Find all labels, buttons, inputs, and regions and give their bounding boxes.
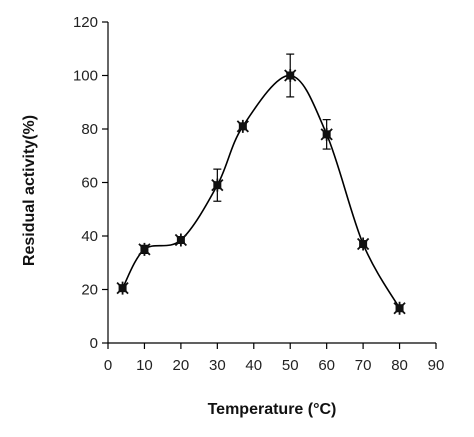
data-point xyxy=(320,127,333,141)
y-tick-label: 40 xyxy=(81,228,98,245)
data-point xyxy=(356,237,370,251)
x-tick-label: 60 xyxy=(318,357,335,374)
x-tick-label: 80 xyxy=(391,357,408,374)
data-point xyxy=(211,178,224,192)
data-point-star xyxy=(211,178,224,192)
y-axis-title: Residual activity(%) xyxy=(21,115,38,266)
y-tick-label: 60 xyxy=(81,175,98,192)
data-point-star xyxy=(174,233,188,247)
data-point-star xyxy=(284,69,297,82)
data-point-star xyxy=(356,237,370,251)
data-point-star xyxy=(320,127,333,141)
data-point xyxy=(174,233,188,247)
curve-layer xyxy=(121,74,401,309)
plot-area xyxy=(116,53,406,315)
y-tick-label: 20 xyxy=(81,282,98,299)
data-point-star xyxy=(116,281,129,295)
data-point xyxy=(393,301,406,315)
marker-layer xyxy=(116,69,406,315)
x-tick-label: 50 xyxy=(282,357,299,374)
y-tick-label: 100 xyxy=(73,68,98,85)
y-tick-label: 0 xyxy=(90,335,98,352)
x-tick-label: 0 xyxy=(104,357,112,374)
x-axis-ticks: 0 10 20 30 40 50 60 70 80 90 xyxy=(104,343,445,374)
data-point xyxy=(138,242,151,256)
x-tick-label: 30 xyxy=(209,357,226,374)
data-point-star xyxy=(236,119,249,133)
data-point-star xyxy=(393,301,406,315)
data-point xyxy=(116,281,129,295)
y-axis-ticks: 0 20 40 60 80 100 120 xyxy=(73,14,108,352)
x-tick-label: 10 xyxy=(136,357,153,374)
data-point xyxy=(236,119,249,133)
data-point xyxy=(284,69,297,82)
data-point-star xyxy=(138,242,151,256)
y-tick-label: 80 xyxy=(81,121,98,138)
x-axis-title: Temperature (°C) xyxy=(208,401,337,418)
errorbar-layer xyxy=(118,53,404,312)
x-tick-label: 90 xyxy=(428,357,445,374)
x-tick-label: 70 xyxy=(355,357,372,374)
y-tick-label: 120 xyxy=(73,14,98,31)
series-line xyxy=(121,74,401,309)
x-tick-label: 20 xyxy=(173,357,190,374)
x-tick-label: 40 xyxy=(245,357,262,374)
